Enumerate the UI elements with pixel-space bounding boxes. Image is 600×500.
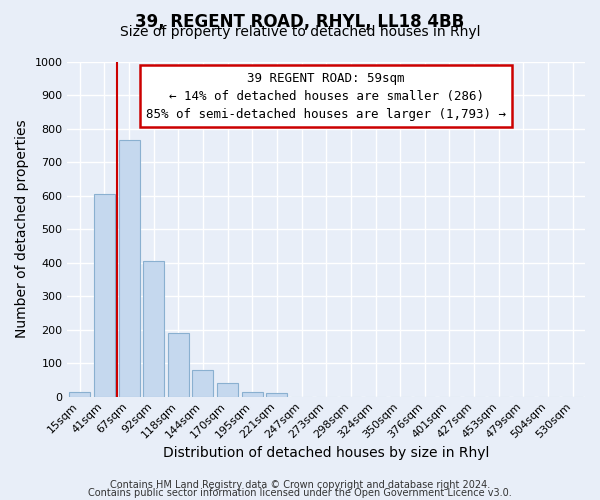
Bar	[143, 261, 164, 396]
Text: Size of property relative to detached houses in Rhyl: Size of property relative to detached ho…	[120, 25, 480, 39]
Bar	[94, 194, 115, 396]
Bar	[266, 392, 287, 396]
Text: 39 REGENT ROAD: 59sqm
← 14% of detached houses are smaller (286)
85% of semi-det: 39 REGENT ROAD: 59sqm ← 14% of detached …	[146, 72, 506, 120]
Bar	[168, 333, 189, 396]
Text: Contains public sector information licensed under the Open Government Licence v3: Contains public sector information licen…	[88, 488, 512, 498]
Y-axis label: Number of detached properties: Number of detached properties	[15, 120, 29, 338]
Bar	[193, 370, 214, 396]
Bar	[242, 392, 263, 396]
Bar	[119, 140, 140, 396]
Bar	[69, 392, 90, 396]
Text: Contains HM Land Registry data © Crown copyright and database right 2024.: Contains HM Land Registry data © Crown c…	[110, 480, 490, 490]
Text: 39, REGENT ROAD, RHYL, LL18 4BB: 39, REGENT ROAD, RHYL, LL18 4BB	[136, 12, 464, 30]
X-axis label: Distribution of detached houses by size in Rhyl: Distribution of detached houses by size …	[163, 446, 490, 460]
Bar	[217, 383, 238, 396]
